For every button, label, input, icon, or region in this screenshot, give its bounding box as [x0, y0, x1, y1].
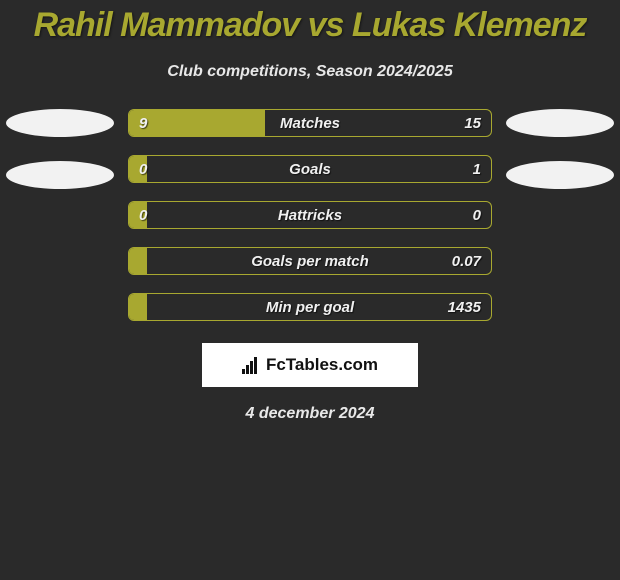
stat-row: Goals per match0.07 [128, 247, 492, 275]
player-b-ellipse [506, 161, 614, 189]
stat-label: Hattricks [129, 207, 491, 224]
date-text: 4 december 2024 [246, 405, 375, 423]
stat-label: Min per goal [129, 299, 491, 316]
stat-row: 0Hattricks0 [128, 201, 492, 229]
stat-value-a: 9 [139, 115, 147, 132]
brand-text: FcTables.com [266, 355, 378, 375]
stat-value-b: 0.07 [452, 253, 481, 270]
stat-value-b: 0 [473, 207, 481, 224]
stat-value-b: 1 [473, 161, 481, 178]
stat-label: Goals per match [129, 253, 491, 270]
comparison-card: Rahil Mammadov vs Lukas Klemenz Club com… [0, 0, 620, 423]
stat-value-b: 1435 [448, 299, 481, 316]
stat-label: Goals [129, 161, 491, 178]
stats-area: 9Matches150Goals10Hattricks0Goals per ma… [0, 109, 620, 321]
stat-value-b: 15 [464, 115, 481, 132]
player-b-ellipse [506, 109, 614, 137]
stat-label: Matches [129, 115, 491, 132]
brand-badge: FcTables.com [202, 343, 418, 387]
stat-row: 9Matches15 [128, 109, 492, 137]
page-title: Rahil Mammadov vs Lukas Klemenz [34, 6, 587, 45]
stat-row: 0Goals1 [128, 155, 492, 183]
player-a-ellipse [6, 109, 114, 137]
stat-row: Min per goal1435 [128, 293, 492, 321]
player-a-ellipse [6, 161, 114, 189]
subtitle: Club competitions, Season 2024/2025 [167, 63, 452, 81]
player-b-column [500, 109, 620, 213]
stat-bars: 9Matches150Goals10Hattricks0Goals per ma… [120, 109, 500, 321]
bar-chart-icon [242, 356, 262, 374]
stat-value-a: 0 [139, 207, 147, 224]
stat-value-a: 0 [139, 161, 147, 178]
player-a-column [0, 109, 120, 213]
